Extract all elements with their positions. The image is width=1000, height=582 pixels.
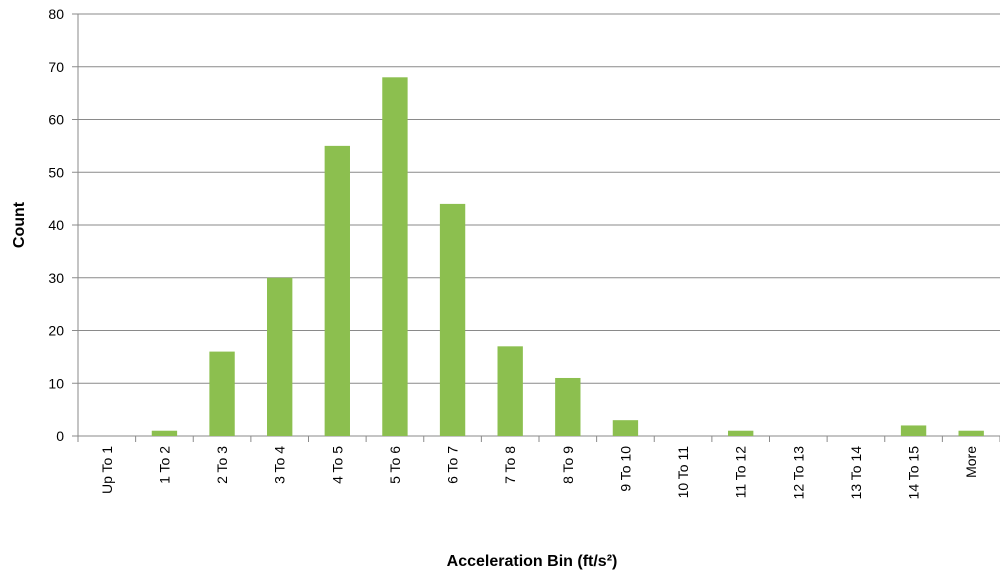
y-axis-title: Count [11, 201, 28, 248]
x-tick-label: 8 To 9 [560, 446, 576, 484]
bar [555, 377, 581, 436]
x-tick-label: 5 To 6 [387, 446, 403, 484]
y-tick-label: 40 [48, 217, 64, 233]
y-tick-label: 20 [48, 323, 64, 339]
x-tick-label: 14 To 15 [906, 446, 922, 500]
y-tick-label: 60 [48, 112, 64, 128]
bar [151, 430, 178, 436]
x-tick-label: 1 To 2 [156, 446, 172, 484]
y-tick-label: 70 [48, 59, 64, 75]
y-tick-label: 30 [48, 270, 64, 286]
x-tick-label: 13 To 14 [848, 446, 864, 500]
y-tick-label: 50 [48, 164, 64, 180]
bar [324, 145, 350, 436]
bar [612, 420, 639, 436]
x-tick-label: Up To 1 [99, 446, 115, 494]
x-tick-label: 10 To 11 [675, 446, 691, 499]
x-tick-label: 3 To 4 [272, 446, 288, 484]
bar [209, 351, 235, 436]
bar [267, 277, 293, 436]
y-tick-label: 10 [48, 375, 64, 391]
y-tick-label: 80 [48, 6, 64, 22]
x-tick-label: 11 To 12 [733, 446, 749, 499]
bar [497, 346, 523, 436]
x-tick-label: 7 To 8 [502, 446, 518, 484]
x-tick-label: 12 To 13 [790, 446, 806, 500]
bar [439, 203, 466, 436]
bar [958, 430, 984, 436]
x-tick-label: 2 To 3 [214, 446, 230, 484]
bar [728, 430, 754, 436]
x-tick-label: 9 To 10 [617, 446, 633, 492]
bar [900, 425, 927, 436]
x-tick-label: More [963, 446, 979, 478]
bar [382, 77, 408, 437]
x-tick-label: 4 To 5 [329, 446, 345, 484]
x-axis-title: Acceleration Bin (ft/s²) [447, 553, 618, 570]
x-tick-label: 6 To 7 [445, 446, 461, 484]
y-tick-label: 0 [56, 428, 64, 444]
